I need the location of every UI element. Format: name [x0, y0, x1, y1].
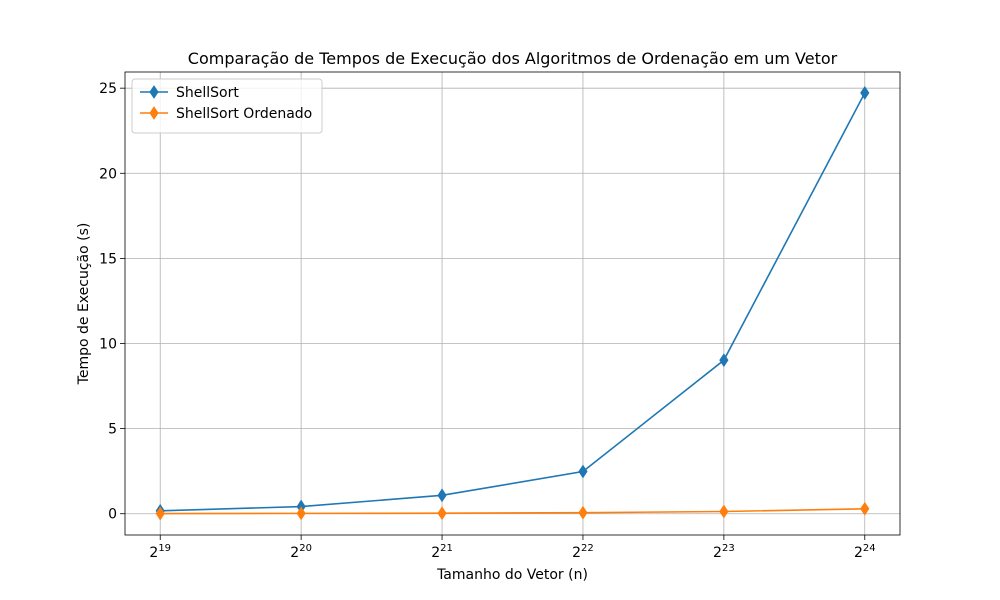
grid [125, 72, 900, 535]
series-2 [155, 501, 870, 521]
data-point-marker [719, 504, 729, 519]
legend-marker [149, 106, 159, 120]
y-tick-label: 15 [99, 251, 117, 267]
x-tick-label: 220 [290, 543, 312, 561]
legend-marker [149, 85, 159, 99]
data-point-marker [860, 501, 870, 516]
chart-title: Comparação de Tempos de Execução dos Alg… [188, 49, 838, 68]
legend: ShellSort ShellSort Ordenado [131, 78, 323, 134]
x-axis-label: Tamanho do Vetor (n) [436, 567, 588, 583]
x-axis-ticks: 219 220 221 222 223 224 [149, 535, 876, 561]
y-tick-label: 25 [99, 81, 117, 97]
series-line [160, 507, 865, 515]
x-tick-label: 221 [431, 543, 453, 561]
data-point-marker [719, 353, 729, 368]
data-point-marker [578, 505, 588, 520]
y-tick-label: 5 [108, 422, 117, 438]
y-axis-label: Tempo de Execução (s) [76, 223, 92, 386]
data-point-marker [578, 464, 588, 479]
data-point-marker [296, 506, 306, 521]
plot-area-frame [124, 71, 901, 536]
series-line [160, 92, 866, 512]
data-point-marker [155, 506, 165, 521]
x-tick-label: 222 [572, 543, 594, 561]
y-axis-ticks: 0 5 10 15 20 25 [99, 81, 125, 523]
legend-box [131, 78, 323, 134]
data-point-marker [437, 506, 447, 521]
legend-label: ShellSort Ordenado [176, 106, 312, 122]
y-tick-label: 10 [99, 337, 117, 353]
legend-item: ShellSort [140, 85, 239, 101]
y-tick-label: 0 [108, 507, 117, 523]
x-tick-label: 224 [854, 543, 876, 561]
data-point-marker [437, 488, 447, 503]
x-tick-label: 223 [713, 543, 735, 561]
x-tick-label: 219 [149, 543, 171, 561]
y-tick-label: 20 [99, 166, 117, 182]
legend-item: ShellSort Ordenado [140, 106, 312, 122]
series-layer [155, 86, 870, 521]
legend-label: ShellSort [176, 85, 239, 101]
data-point-marker [860, 86, 870, 100]
